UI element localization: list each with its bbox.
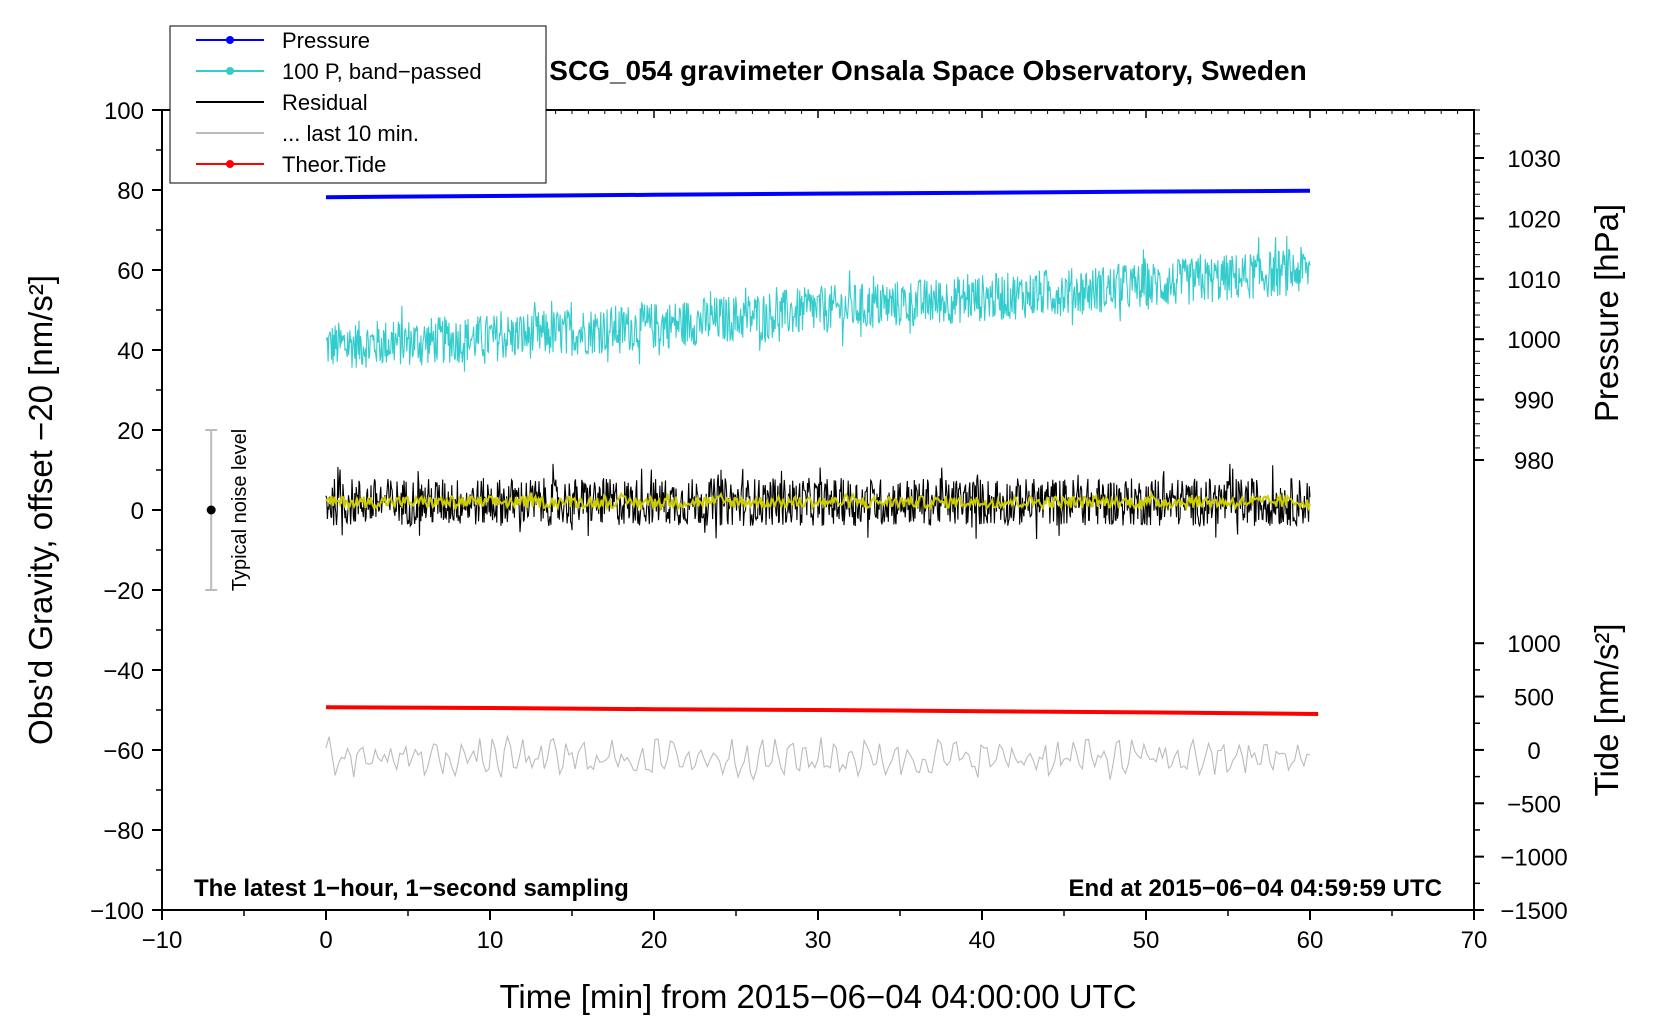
y-pressure-tick-label: 1030 xyxy=(1507,146,1560,173)
x-tick-label: 10 xyxy=(477,927,504,954)
legend: Pressure 100 P, band−passed Residual ... la… xyxy=(169,25,547,184)
y-pressure-tick-label: 1010 xyxy=(1507,267,1560,294)
y-axis-left-title: Obs'd Gravity, offset −20 [nm/s²] xyxy=(22,275,59,745)
y-left-tick-label: −20 xyxy=(103,578,144,605)
y-left-tick-label: −100 xyxy=(90,898,144,925)
x-tick-label: 0 xyxy=(319,927,332,954)
x-tick-label: 30 xyxy=(805,927,832,954)
y-tide-tick-label: 500 xyxy=(1514,685,1554,712)
y-left-tick-label: 0 xyxy=(131,498,144,525)
y-left-tick-label: 100 xyxy=(104,98,144,125)
x-tick-label: 70 xyxy=(1461,927,1488,954)
series-last-10-min xyxy=(325,734,1311,782)
legend-marker-theor-tide xyxy=(226,160,234,168)
x-tick-label: 20 xyxy=(641,927,668,954)
legend-box xyxy=(169,25,547,184)
x-tick-label: 60 xyxy=(1297,927,1324,954)
y-left-tick-label: −60 xyxy=(103,738,144,765)
y-axis-pressure-title: Pressure [hPa] xyxy=(1588,204,1625,422)
legend-label-100-p-band-passed: 100 P, band−passed xyxy=(282,59,482,84)
y-tide-tick-label: 1000 xyxy=(1507,631,1560,658)
noise-bar-center-dot xyxy=(206,505,216,515)
legend-label-pressure: Pressure xyxy=(282,28,370,53)
series-100-p-band-passed xyxy=(325,235,1311,372)
noise-level-label: Typical noise level xyxy=(229,429,251,591)
x-tick-label: 40 xyxy=(969,927,996,954)
x-tick-label: 50 xyxy=(1133,927,1160,954)
series-residual-smoothed xyxy=(325,490,1311,512)
legend-label-theor-tide: Theor.Tide xyxy=(282,152,386,177)
legend-marker-100-p-band-passed xyxy=(226,67,234,75)
series-pressure xyxy=(325,188,1311,200)
y-tide-tick-label: −1500 xyxy=(1500,898,1567,925)
y-tide-tick-label: −1000 xyxy=(1500,845,1567,872)
axis-ticks: −10 0 10 20 30 40 50 60 70100806040200−20−40−60−… xyxy=(90,98,1568,954)
y-left-tick-label: −80 xyxy=(103,818,144,845)
y-pressure-tick-label: 1020 xyxy=(1507,206,1560,233)
chart-title: SCG_054 gravimeter Onsala Space Observat… xyxy=(549,55,1306,86)
y-tide-tick-label: 0 xyxy=(1527,738,1540,765)
y-left-tick-label: 80 xyxy=(117,178,144,205)
x-axis-title: Time [min] from 2015−06−04 04:00:00 UTC xyxy=(499,978,1136,1015)
y-pressure-tick-label: 990 xyxy=(1514,388,1554,415)
y-left-tick-label: 60 xyxy=(117,258,144,285)
y-axis-tide-title: Tide [nm/s²] xyxy=(1588,624,1625,797)
series-layer xyxy=(325,188,1319,782)
y-tide-tick-label: −500 xyxy=(1507,791,1561,818)
legend-label-residual: Residual xyxy=(282,90,368,115)
y-left-tick-label: 20 xyxy=(117,418,144,445)
y-left-tick-label: −40 xyxy=(103,658,144,685)
annotation-sampling: The latest 1−hour, 1−second sampling xyxy=(194,875,629,902)
y-pressure-tick-label: 1000 xyxy=(1507,327,1560,354)
legend-label-last-10-min: ... last 10 min. xyxy=(282,121,419,146)
series-residual xyxy=(325,463,1311,540)
series-theor-tide xyxy=(325,705,1319,716)
y-pressure-tick-label: 980 xyxy=(1514,448,1554,475)
noise-bar xyxy=(205,429,218,591)
legend-marker-pressure xyxy=(226,36,234,44)
y-left-tick-label: 40 xyxy=(117,338,144,365)
annotation-end-time: End at 2015−06−04 04:59:59 UTC xyxy=(1068,875,1442,902)
x-tick-label: −10 xyxy=(142,927,183,954)
